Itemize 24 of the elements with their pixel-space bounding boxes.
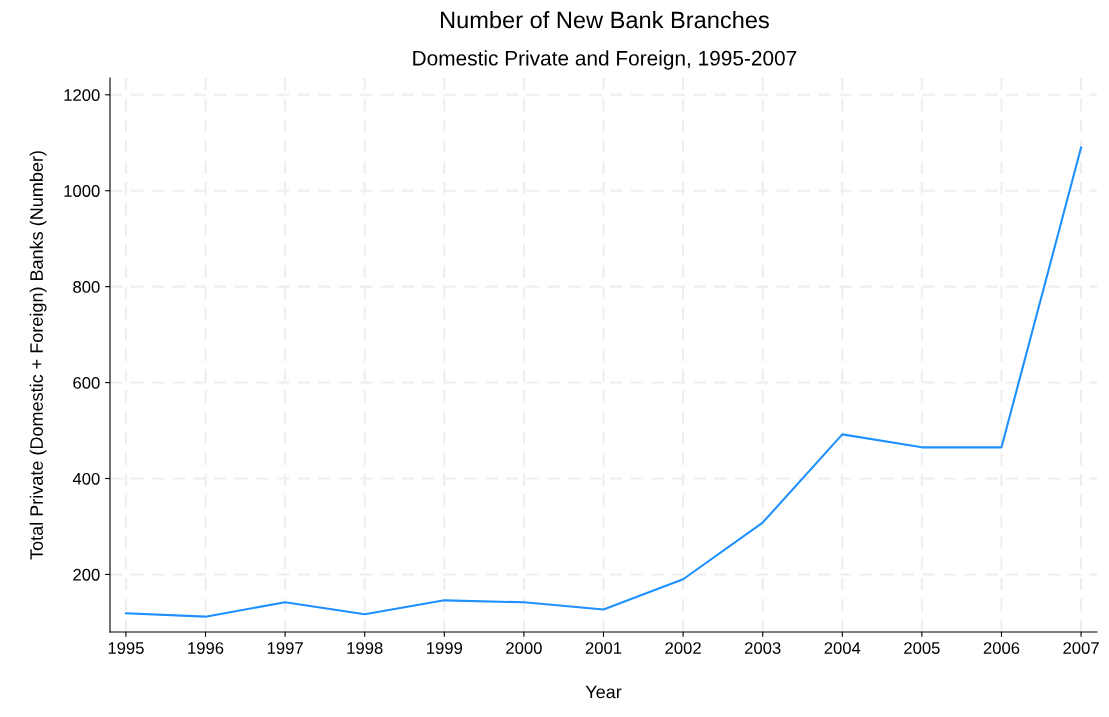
x-axis-title: Year xyxy=(585,685,622,699)
line-series xyxy=(124,146,1083,618)
x-tick-label: 1996 xyxy=(188,642,224,654)
x-tick-label: 2002 xyxy=(665,642,701,654)
x-tick-label: 2003 xyxy=(745,642,781,654)
x-tick-label: 1999 xyxy=(427,642,463,654)
x-tick-label: 2005 xyxy=(904,642,940,654)
y-tick-label: 200 xyxy=(73,568,100,581)
chart-subtitle: Domestic Private and Foreign, 1995-2007 xyxy=(413,50,797,70)
x-tick-label: 1995 xyxy=(108,642,144,654)
x-tick-label: 2000 xyxy=(506,642,542,654)
y-tick-label: 600 xyxy=(73,376,100,389)
x-tick-label: 2007 xyxy=(1063,642,1099,654)
y-tick-label: 800 xyxy=(73,281,100,293)
y-axis-title: Total Private (Domestic + Foreign) Banks (Number) xyxy=(29,151,47,560)
chart-title: Number of New Bank Branches xyxy=(441,11,769,29)
y-tick-label: 1000 xyxy=(64,185,100,197)
x-tick-label: 1997 xyxy=(267,642,303,654)
y-tick-label: 400 xyxy=(72,472,100,485)
x-tick-label: 2006 xyxy=(983,642,1020,654)
y-tick-label: 1200 xyxy=(64,89,100,101)
x-tick-label: 2001 xyxy=(585,642,622,654)
x-tick-label: 1998 xyxy=(347,642,383,654)
x-tick-label: 2004 xyxy=(824,642,861,654)
